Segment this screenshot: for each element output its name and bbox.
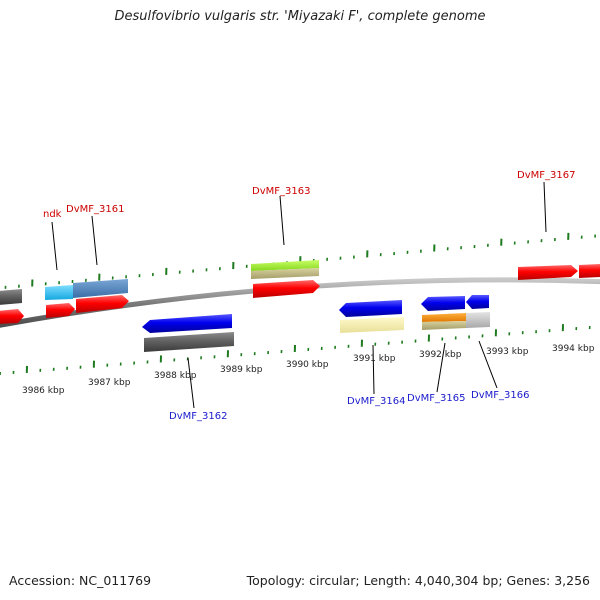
gene-dvmf3165-annotation-top[interactable] xyxy=(422,313,466,322)
scale-label: 3992 kbp xyxy=(419,350,462,360)
scale-label: 3991 kbp xyxy=(353,354,396,364)
callout-dvmf3166 xyxy=(478,340,498,389)
gene-dvmf3166-annotation[interactable] xyxy=(466,312,490,328)
forward-strand-features xyxy=(0,260,600,324)
gene-dvmf3165[interactable] xyxy=(421,296,465,311)
scale-label: 3994 kbp xyxy=(552,344,595,354)
callout-lines xyxy=(51,181,547,409)
scale-label: 3990 kbp xyxy=(286,360,329,370)
callout-dvmf3167 xyxy=(543,181,547,233)
genome-stats-text: Topology: circular; Length: 4,040,304 bp… xyxy=(246,573,590,588)
gene-gray-left-edge[interactable] xyxy=(0,289,22,305)
label-dvmf3161[interactable]: DvMF_3161 xyxy=(66,204,124,215)
gene-dvmf3167[interactable] xyxy=(518,265,578,280)
gene-dvmf3164-annotation[interactable] xyxy=(340,317,404,333)
gene-red-right-edge[interactable] xyxy=(579,264,600,278)
scale-label: 3987 kbp xyxy=(88,378,131,388)
callout-ndk xyxy=(51,221,58,271)
inner-tick-track xyxy=(0,324,591,376)
gene-dvmf3165-annotation-bottom[interactable] xyxy=(422,321,466,330)
map-title: Desulfovibrio vulgaris str. 'Miyazaki F'… xyxy=(114,9,486,24)
accession-text: Accession: NC_011769 xyxy=(9,573,152,588)
scale-label: 3993 kbp xyxy=(486,347,529,357)
label-ndk[interactable]: ndk xyxy=(43,209,62,220)
label-dvmf3166[interactable]: DvMF_3166 xyxy=(471,390,529,401)
scale-labels: 3986 kbp 3987 kbp 3988 kbp 3989 kbp 3990… xyxy=(22,344,595,396)
gene-dvmf3163[interactable] xyxy=(253,280,320,298)
gene-dvmf3166[interactable] xyxy=(466,295,489,309)
scale-label: 3986 kbp xyxy=(22,386,65,396)
gene-ndk[interactable] xyxy=(46,303,75,318)
label-dvmf3162[interactable]: DvMF_3162 xyxy=(169,411,227,422)
label-dvmf3165[interactable]: DvMF_3165 xyxy=(407,393,465,404)
gene-dvmf3162-annotation[interactable] xyxy=(144,332,234,352)
label-dvmf3163[interactable]: DvMF_3163 xyxy=(252,186,310,197)
reverse-strand-features xyxy=(142,295,490,352)
gene-dvmf3164[interactable] xyxy=(339,300,402,317)
callout-dvmf3164 xyxy=(372,344,375,395)
scale-label: 3989 kbp xyxy=(220,365,263,375)
callout-dvmf3163 xyxy=(279,195,285,246)
gene-dvmf3163-annotation-bottom[interactable] xyxy=(251,268,319,279)
gene-red-left-edge[interactable] xyxy=(0,309,24,324)
label-dvmf3167[interactable]: DvMF_3167 xyxy=(517,170,575,181)
label-dvmf3164[interactable]: DvMF_3164 xyxy=(347,396,405,407)
gene-dvmf3161[interactable] xyxy=(76,295,129,313)
callout-dvmf3161 xyxy=(91,215,98,266)
callout-dvmf3165 xyxy=(436,342,446,393)
gene-dvmf3163-annotation-top[interactable] xyxy=(251,260,319,271)
gene-dvmf3162[interactable] xyxy=(142,314,232,333)
gene-ndk-annotation[interactable] xyxy=(45,285,73,300)
callout-dvmf3162 xyxy=(187,357,195,409)
gene-dvmf3161-annotation[interactable] xyxy=(73,279,128,298)
scale-label: 3988 kbp xyxy=(154,371,197,381)
